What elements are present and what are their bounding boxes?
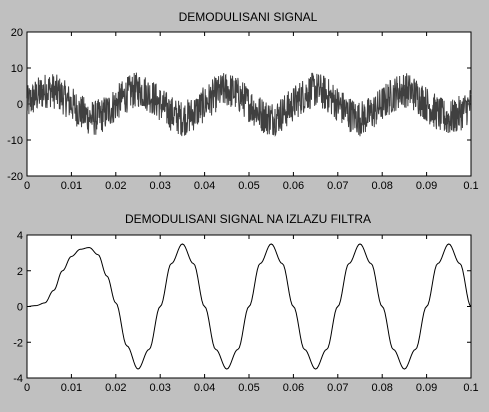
plot-bottom-ytick-label: 4 xyxy=(17,230,23,242)
plot-bottom-xtick-label: 0.09 xyxy=(416,382,437,394)
plot-bottom-ytick-label: 2 xyxy=(17,266,23,278)
plot-top-title: DEMODULISANI SIGNAL xyxy=(179,10,318,24)
plot-top-ytick-label: 10 xyxy=(11,63,23,75)
plot-bottom: DEMODULISANI SIGNAL NA IZLAZU FILTRA 0 0.… xyxy=(13,212,478,394)
plot-bottom-xtick-label: 0.04 xyxy=(194,382,215,394)
plot-top-xtick-label: 0.05 xyxy=(238,180,259,192)
plot-top-xtick-label: 0.02 xyxy=(105,180,126,192)
plot-top-xtick-label: 0.06 xyxy=(283,180,304,192)
plot-top-xtick-label: 0.07 xyxy=(327,180,348,192)
plot-bottom-xtick-label: 0.07 xyxy=(327,382,348,394)
plot-bottom-xtick-label: 0.08 xyxy=(371,382,392,394)
plot-bottom-series-line xyxy=(26,243,472,370)
plot-top-xtick-label: 0.01 xyxy=(61,180,82,192)
plot-bottom-ytick-label: -2 xyxy=(13,337,23,349)
plot-top: DEMODULISANI SIGNAL 0 0.01 0.02 0.03 0.04 0.0… xyxy=(7,10,479,192)
plot-top-ytick-label: -10 xyxy=(7,135,23,147)
plot-bottom-ytick-label: 0 xyxy=(17,302,23,314)
plot-bottom-xtick-label: 0.03 xyxy=(149,382,170,394)
plot-bottom-title: DEMODULISANI SIGNAL NA IZLAZU FILTRA xyxy=(125,212,371,226)
plot-top-ytick-label: -20 xyxy=(7,171,23,183)
plot-top-series-line xyxy=(26,72,472,137)
plot-bottom-ytick-label: -4 xyxy=(13,373,23,385)
plot-bottom-xtick-label: 0.02 xyxy=(105,382,126,394)
plot-bottom-xtick-label: 0.1 xyxy=(463,382,478,394)
plot-top-xtick-label: 0.03 xyxy=(149,180,170,192)
plot-top-xtick-label: 0 xyxy=(24,180,30,192)
plot-top-xtick-label: 0.04 xyxy=(194,180,215,192)
plot-top-xtick-label: 0.09 xyxy=(416,180,437,192)
plot-top-ticks: 0 0.01 0.02 0.03 0.04 0.05 0.06 0.07 0.08 0.09 0.1… xyxy=(7,27,479,192)
plot-bottom-xtick-label: 0 xyxy=(24,382,30,394)
plot-top-ytick-label: 0 xyxy=(17,99,23,111)
plot-bottom-xtick-label: 0.01 xyxy=(61,382,82,394)
plot-top-xtick-label: 0.1 xyxy=(463,180,478,192)
plot-top-ytick-label: 20 xyxy=(11,27,23,39)
plot-bottom-xtick-label: 0.06 xyxy=(283,382,304,394)
plot-top-xtick-label: 0.08 xyxy=(371,180,392,192)
plot-bottom-xtick-label: 0.05 xyxy=(238,382,259,394)
plot-bottom-ticks: 0 0.01 0.02 0.03 0.04 0.05 0.06 0.07 0.08 0.09 0.1… xyxy=(13,230,478,394)
